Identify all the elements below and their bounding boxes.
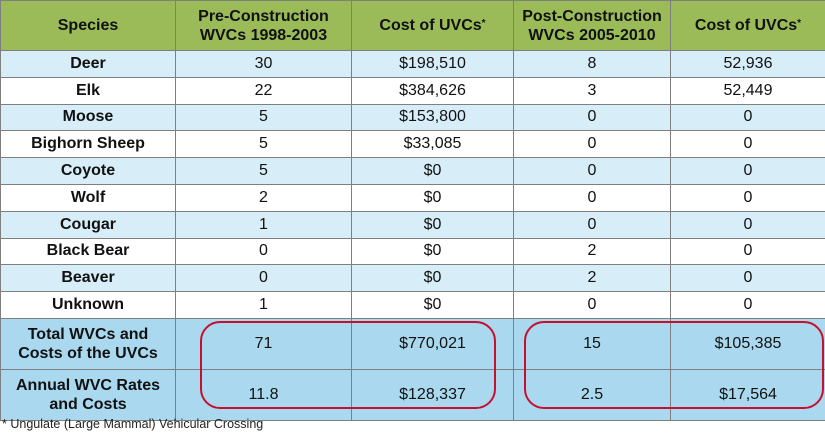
pre-wvc-cell: 0 bbox=[175, 237, 352, 266]
post-cost-cell: 0 bbox=[670, 130, 825, 159]
species-cell: Unknown bbox=[0, 291, 176, 319]
species-cell: Bighorn Sheep bbox=[0, 130, 176, 159]
table-row: Black Bear 0 $0 2 0 bbox=[0, 237, 825, 266]
pre-cost-cell: $153,800 bbox=[351, 103, 514, 132]
pre-cost-cell: $0 bbox=[351, 210, 514, 239]
header-post-construction: Post-Construction WVCs 2005-2010 bbox=[513, 0, 671, 51]
pre-cost-cell: $384,626 bbox=[351, 76, 514, 105]
species-cell: Beaver bbox=[0, 264, 176, 293]
annual-pre-wvc-cell: 11.8 bbox=[175, 368, 352, 421]
header-pre-construction: Pre-Construction WVCs 1998-2003 bbox=[175, 0, 352, 51]
table-header-row: Species Pre-Construction WVCs 1998-2003 … bbox=[0, 0, 825, 51]
species-cell: Deer bbox=[0, 50, 176, 78]
pre-cost-cell: $0 bbox=[351, 291, 514, 319]
total-pre-wvc-cell: 71 bbox=[175, 317, 352, 370]
pre-wvc-cell: 5 bbox=[175, 130, 352, 159]
post-cost-cell: 52,449 bbox=[670, 76, 825, 105]
pre-wvc-cell: 30 bbox=[175, 50, 352, 78]
pre-wvc-cell: 1 bbox=[175, 210, 352, 239]
post-wvc-cell: 3 bbox=[513, 76, 671, 105]
species-cell: Cougar bbox=[0, 210, 176, 239]
table-row: Cougar 1 $0 0 0 bbox=[0, 210, 825, 239]
pre-wvc-cell: 2 bbox=[175, 183, 352, 212]
species-cell: Wolf bbox=[0, 183, 176, 212]
table-row: Bighorn Sheep 5 $33,085 0 0 bbox=[0, 130, 825, 159]
table-row: Moose 5 $153,800 0 0 bbox=[0, 103, 825, 132]
total-pre-cost-cell: $770,021 bbox=[351, 317, 514, 370]
footnote: * Ungulate (Large Mammal) Vehicular Cros… bbox=[2, 417, 264, 431]
species-cell: Moose bbox=[0, 103, 176, 132]
pre-wvc-cell: 22 bbox=[175, 76, 352, 105]
annual-label: Annual WVC Rates and Costs bbox=[0, 368, 176, 421]
post-cost-cell: 0 bbox=[670, 157, 825, 185]
species-cell: Elk bbox=[0, 76, 176, 105]
table-row: Deer 30 $198,510 8 52,936 bbox=[0, 50, 825, 78]
post-wvc-cell: 0 bbox=[513, 210, 671, 239]
post-cost-cell: 0 bbox=[670, 210, 825, 239]
totals-row: Total WVCs and Costs of the UVCs 71 $770… bbox=[0, 317, 825, 370]
pre-wvc-cell: 5 bbox=[175, 103, 352, 132]
post-cost-cell: 52,936 bbox=[670, 50, 825, 78]
table-row: Wolf 2 $0 0 0 bbox=[0, 183, 825, 212]
post-wvc-cell: 0 bbox=[513, 130, 671, 159]
table-row: Beaver 0 $0 2 0 bbox=[0, 264, 825, 293]
post-cost-cell: 0 bbox=[670, 264, 825, 293]
table-row: Unknown 1 $0 0 0 bbox=[0, 291, 825, 319]
pre-cost-cell: $0 bbox=[351, 264, 514, 293]
pre-cost-cell: $0 bbox=[351, 157, 514, 185]
post-wvc-cell: 8 bbox=[513, 50, 671, 78]
header-species: Species bbox=[0, 0, 176, 51]
pre-cost-cell: $0 bbox=[351, 183, 514, 212]
pre-cost-cell: $33,085 bbox=[351, 130, 514, 159]
totals-label: Total WVCs and Costs of the UVCs bbox=[0, 317, 176, 370]
species-cell: Black Bear bbox=[0, 237, 176, 266]
total-post-wvc-cell: 15 bbox=[513, 317, 671, 370]
table-row: Coyote 5 $0 0 0 bbox=[0, 157, 825, 185]
pre-wvc-cell: 0 bbox=[175, 264, 352, 293]
post-cost-cell: 0 bbox=[670, 183, 825, 212]
post-wvc-cell: 0 bbox=[513, 157, 671, 185]
post-wvc-cell: 0 bbox=[513, 183, 671, 212]
header-post-cost: Cost of UVCs* bbox=[670, 0, 825, 51]
pre-cost-cell: $0 bbox=[351, 237, 514, 266]
annual-post-wvc-cell: 2.5 bbox=[513, 368, 671, 421]
species-cell: Coyote bbox=[0, 157, 176, 185]
pre-wvc-cell: 1 bbox=[175, 291, 352, 319]
post-wvc-cell: 0 bbox=[513, 103, 671, 132]
header-pre-cost: Cost of UVCs* bbox=[351, 0, 514, 51]
post-wvc-cell: 2 bbox=[513, 264, 671, 293]
total-post-cost-cell: $105,385 bbox=[670, 317, 825, 370]
pre-cost-cell: $198,510 bbox=[351, 50, 514, 78]
post-wvc-cell: 2 bbox=[513, 237, 671, 266]
post-wvc-cell: 0 bbox=[513, 291, 671, 319]
post-cost-cell: 0 bbox=[670, 237, 825, 266]
post-cost-cell: 0 bbox=[670, 291, 825, 319]
post-cost-cell: 0 bbox=[670, 103, 825, 132]
pre-wvc-cell: 5 bbox=[175, 157, 352, 185]
annual-row: Annual WVC Rates and Costs 11.8 $128,337… bbox=[0, 368, 825, 421]
table-row: Elk 22 $384,626 3 52,449 bbox=[0, 76, 825, 105]
wvc-cost-table: Species Pre-Construction WVCs 1998-2003 … bbox=[0, 0, 825, 421]
annual-post-cost-cell: $17,564 bbox=[670, 368, 825, 421]
annual-pre-cost-cell: $128,337 bbox=[351, 368, 514, 421]
